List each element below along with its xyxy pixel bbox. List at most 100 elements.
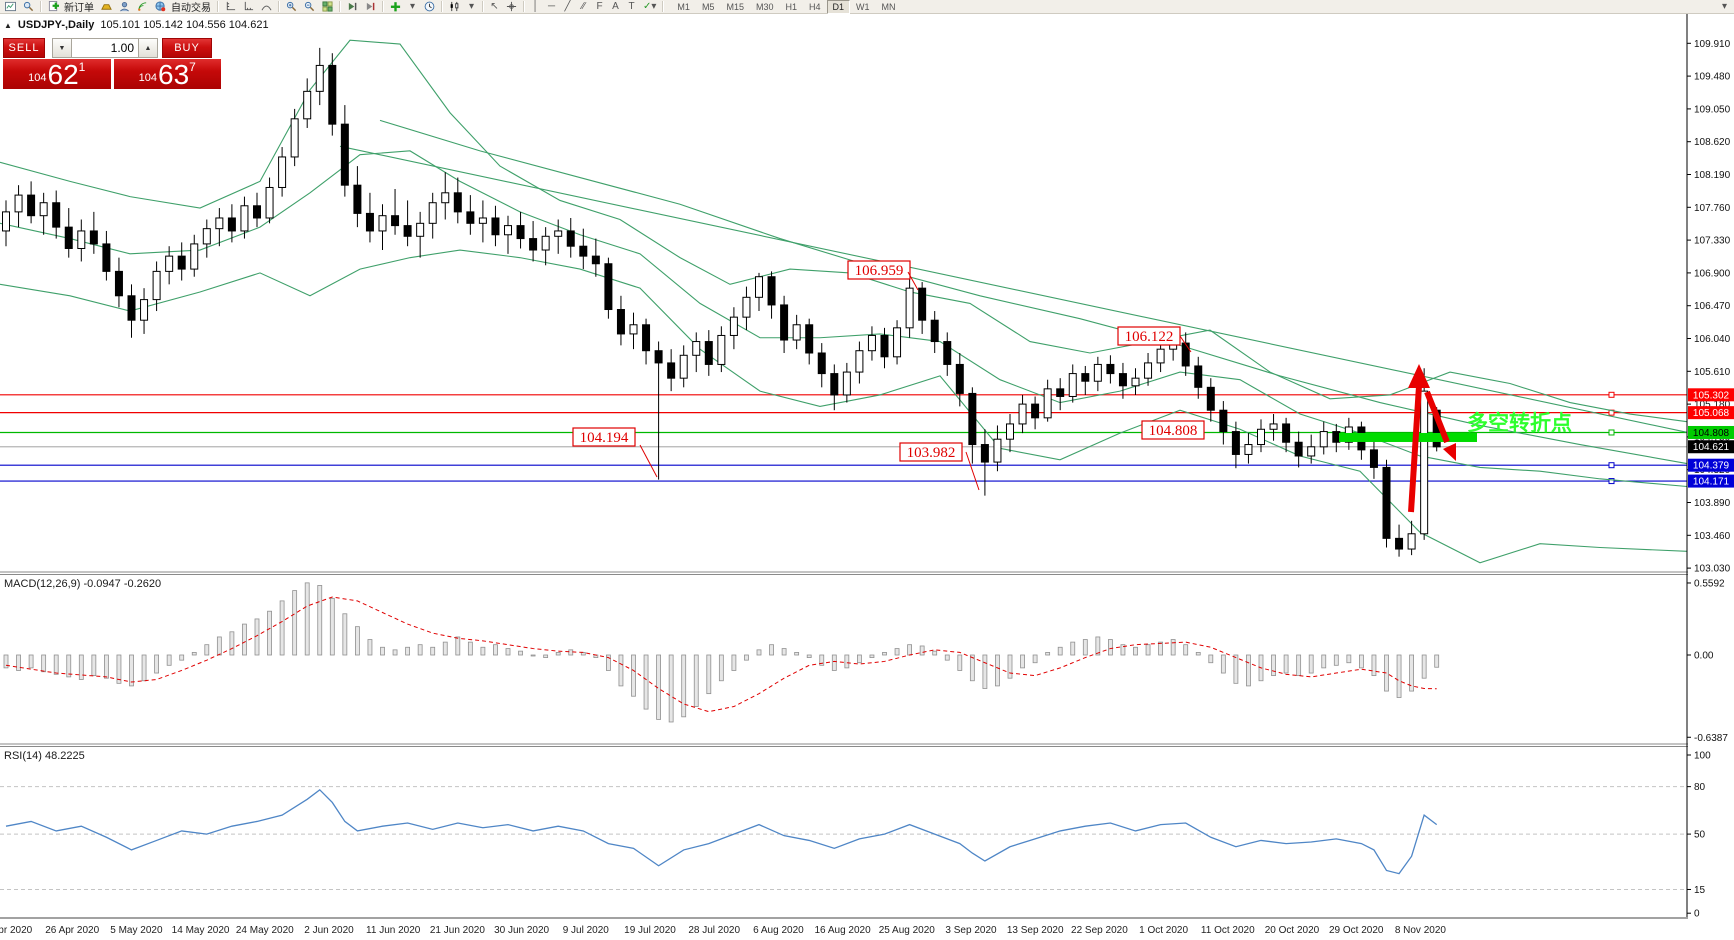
signal-icon[interactable] [134, 1, 151, 13]
timeframe-m15[interactable]: M15 [726, 1, 744, 12]
buy-button[interactable]: BUY [162, 38, 212, 58]
candlesticks [2, 47, 1441, 557]
ohlc-values: 105.101 105.142 104.556 104.621 [100, 19, 269, 31]
price-badge-value: 104.621 [1693, 442, 1730, 453]
hline-handle[interactable] [1608, 391, 1615, 398]
date-tick: 9 Jul 2020 [563, 925, 610, 936]
toolbar-separator [662, 1, 665, 12]
arrows-tool-icon[interactable]: ✓ ▾ [643, 0, 657, 12]
date-tick: 14 May 2020 [172, 925, 230, 936]
dropdown-icon[interactable]: ▾ [468, 0, 475, 12]
clock-icon[interactable] [421, 1, 438, 13]
hline-handle[interactable] [1608, 462, 1615, 469]
price-tick: 109.910 [1694, 39, 1731, 50]
rsi-label: RSI(14) 48.2225 [4, 750, 85, 762]
toolbar-separator [441, 1, 443, 12]
descending-trendline[interactable] [339, 145, 1688, 433]
date-axis[interactable]: 6 Apr 2020 26 Apr 2020 5 May 2020 14 May 20… [0, 925, 1446, 936]
red-up-arrow[interactable] [1408, 385, 1422, 513]
date-tick: 20 Oct 2020 [1265, 925, 1320, 936]
price-badge-value: 105.302 [1693, 390, 1730, 401]
time-scale-icon[interactable] [240, 1, 257, 13]
sell-price-tile[interactable]: 104 62 1 [3, 59, 111, 89]
date-tick: 28 Jul 2020 [688, 925, 740, 936]
volume-increase-button[interactable]: ▲ [138, 38, 158, 58]
trendline-icon[interactable]: ╱ [564, 0, 571, 12]
toolbar-separator [339, 1, 341, 12]
step-forward-icon[interactable] [344, 1, 361, 13]
auto-trading-button[interactable]: 自动交易 [171, 3, 211, 14]
timeframe-h4[interactable]: H4 [809, 1, 821, 12]
price-annotation-label[interactable]: 104.194 [572, 427, 658, 478]
timeframe-m1[interactable]: M1 [677, 1, 690, 12]
gold-ingot-icon[interactable] [98, 1, 115, 13]
price-scale-icon[interactable] [222, 1, 239, 13]
date-tick: 1 Oct 2020 [1139, 925, 1188, 936]
equidistant-channel-icon[interactable]: ∕∕ [581, 0, 586, 12]
date-tick: 25 Aug 2020 [879, 925, 936, 936]
date-tick: 2 Jun 2020 [304, 925, 354, 936]
horizontal-line-icon[interactable]: ─ [547, 0, 556, 12]
chart-mode-icon[interactable] [446, 1, 463, 13]
hline-handle[interactable] [1608, 429, 1615, 436]
dropdown-icon[interactable]: ▾ [409, 0, 416, 12]
search-icon[interactable] [20, 1, 37, 13]
chart-window-icon[interactable] [2, 1, 19, 13]
svg-text:103.982: 103.982 [907, 445, 956, 461]
timeframe-m5[interactable]: M5 [701, 1, 715, 12]
date-tick: 16 Aug 2020 [815, 925, 872, 936]
date-tick: 5 May 2020 [110, 925, 163, 936]
new-order-icon[interactable] [45, 1, 62, 13]
buy-price-prefix: 104 [138, 72, 157, 84]
buy-price-tile[interactable]: 104 63 7 [113, 59, 221, 89]
sell-button[interactable]: SELL [3, 38, 45, 58]
timeframe-w1[interactable]: W1 [856, 1, 870, 12]
price-annotation-label[interactable]: 104.808 [1141, 420, 1205, 440]
symbol-period-label: USDJPY-,Daily [17, 19, 95, 31]
price-tick: 103.890 [1694, 498, 1731, 509]
price-axis[interactable]: 109.910 109.480 109.050 108.620 108.190 107.7… [1686, 14, 1734, 940]
fibonacci-icon[interactable]: F [596, 0, 603, 12]
date-tick: 29 Oct 2020 [1329, 925, 1384, 936]
text-tool-icon[interactable]: A [612, 0, 619, 12]
text-label-tool-icon[interactable]: T [628, 0, 635, 12]
toolbar-separator [382, 1, 384, 12]
area-scale-icon[interactable] [258, 1, 275, 13]
svg-text:106.122: 106.122 [1125, 329, 1174, 345]
pane-dividers [0, 14, 1734, 940]
timeframe-d1[interactable]: D1 [826, 0, 851, 14]
volume-input[interactable]: 1.00 [72, 38, 138, 58]
green-zone-bar[interactable] [1339, 432, 1477, 442]
rsi-tick: 80 [1694, 782, 1706, 793]
date-tick: 11 Jun 2020 [366, 925, 421, 936]
chart-canvas[interactable]: 106.959 106.122 104.808 104.194 103.982 多空转折点… [0, 14, 1734, 940]
date-tick: 30 Jun 2020 [494, 925, 549, 936]
step-to-end-icon[interactable] [362, 1, 379, 13]
title-pointer-icon: ▲ [4, 20, 12, 30]
zoom-in-icon[interactable] [283, 1, 300, 13]
price-annotation-label[interactable]: 106.122 [1117, 326, 1192, 353]
rsi-tick: 15 [1694, 885, 1706, 896]
price-badge [1688, 388, 1734, 402]
hline-handle[interactable] [1608, 478, 1615, 485]
new-order-button[interactable]: 新订单 [64, 3, 94, 14]
annotations[interactable]: 106.959 106.122 104.808 104.194 103.982 多空转折点 [572, 260, 1572, 513]
vertical-line-icon[interactable]: │ [532, 0, 539, 12]
cn-annotation-text[interactable]: 多空转折点 [1467, 411, 1572, 435]
profile-icon[interactable] [116, 1, 133, 13]
toolbar-overflow-button[interactable]: ▾ [1721, 0, 1728, 12]
zoom-out-icon[interactable] [301, 1, 318, 13]
rsi-pane [0, 786, 1687, 890]
auto-trading-icon[interactable] [152, 1, 169, 13]
timeframe-m30[interactable]: M30 [755, 1, 774, 12]
price-annotation-label[interactable]: 103.982 [899, 442, 980, 491]
tile-windows-icon[interactable] [319, 1, 336, 13]
cursor-icon[interactable]: ↖ [490, 0, 499, 12]
red-down-arrow[interactable] [1424, 390, 1450, 444]
timeframe-mn[interactable]: MN [881, 1, 896, 12]
crosshair-icon[interactable] [503, 1, 520, 13]
volume-decrease-button[interactable]: ▼ [52, 38, 72, 58]
price-annotation-label[interactable]: 106.959 [847, 260, 919, 291]
add-chart-icon[interactable] [387, 1, 404, 13]
timeframe-h1[interactable]: H1 [785, 1, 797, 12]
